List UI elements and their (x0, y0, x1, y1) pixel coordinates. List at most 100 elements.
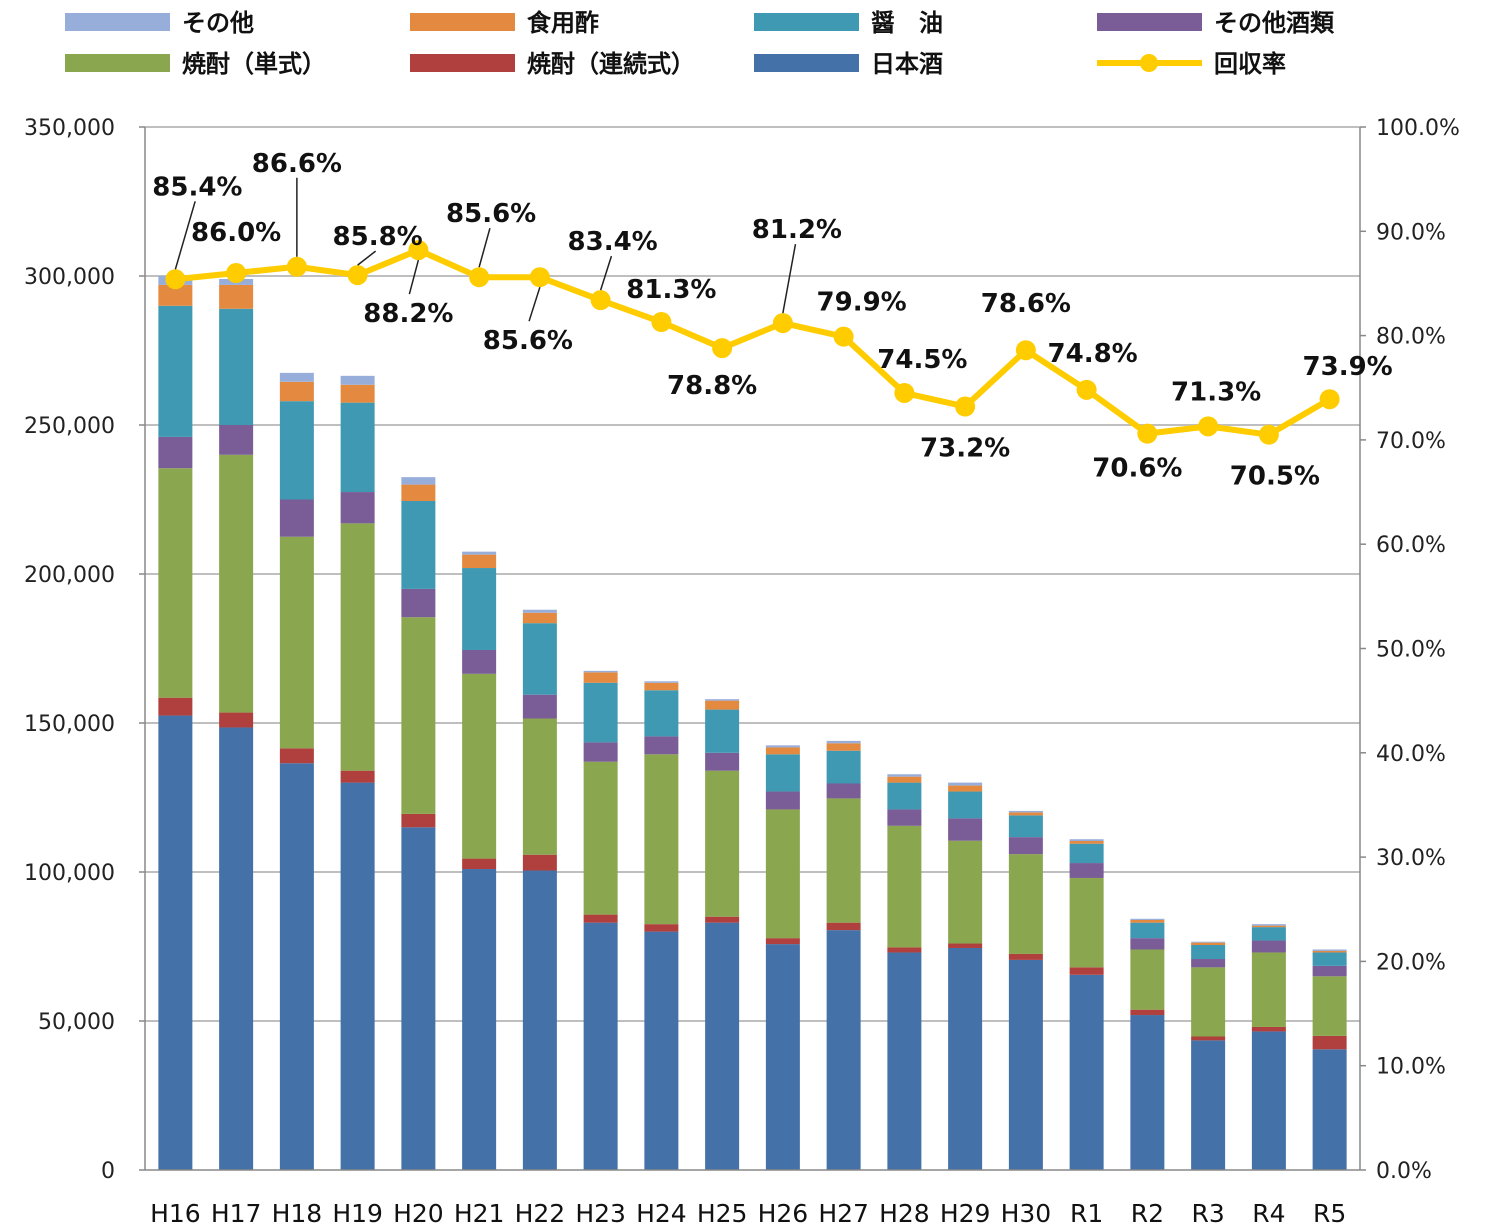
gridlines (145, 126, 1360, 1022)
bar-segment (765, 747, 800, 755)
bar-segment (1312, 976, 1347, 1036)
bar-segment (340, 384, 375, 403)
x-tick-label: H21 (454, 1199, 505, 1228)
rate-value-label: 85.6% (483, 326, 573, 356)
bar-segment (1130, 1009, 1165, 1016)
bar-segment (705, 916, 740, 923)
bar-segment (279, 401, 314, 500)
bar-segment (401, 477, 436, 485)
bar-segment (887, 774, 922, 777)
rate-value-label: 74.8% (1048, 339, 1138, 369)
rate-point (529, 267, 550, 288)
bar-segment (1069, 841, 1104, 844)
bar-segment (948, 943, 983, 948)
bar-segment (887, 952, 922, 1170)
rate-point (712, 338, 733, 359)
rate-value-label: 81.3% (626, 275, 716, 305)
rate-label-pointer (782, 243, 797, 314)
legend-swatch (754, 13, 859, 31)
bar-segment (1191, 959, 1226, 968)
rate-point (590, 290, 611, 311)
bar-segment (1130, 938, 1165, 950)
y-tick-label: 50,000 (38, 1010, 115, 1035)
rate-value-label: 71.3% (1171, 377, 1261, 407)
x-tick-label: R2 (1131, 1199, 1164, 1228)
bar-segment (1191, 942, 1226, 946)
bar-segment (522, 609, 557, 613)
bar-segment (765, 754, 800, 792)
x-tick-label: H29 (940, 1199, 991, 1228)
bar-segment (1130, 949, 1165, 1010)
y2-tick-label: 20.0% (1376, 950, 1446, 975)
rate-point (226, 263, 247, 284)
bar-segment (1008, 854, 1043, 954)
bar-segment (644, 754, 679, 925)
bar-segment (279, 536, 314, 749)
bar-segment (158, 305, 193, 437)
bar-segment (1069, 863, 1104, 878)
bar-segment (279, 372, 314, 382)
bar-segment (1191, 1036, 1226, 1041)
bar-segment (948, 947, 983, 1170)
rate-point (1258, 424, 1279, 445)
bar-segment (522, 694, 557, 719)
rate-label-pointer (599, 255, 613, 291)
bar-segment (279, 381, 314, 402)
bar-segment (1191, 945, 1226, 960)
bar-segment (826, 798, 861, 923)
rate-value-label: 88.2% (363, 299, 453, 329)
bar-segment (462, 649, 497, 674)
bar-segment (705, 700, 740, 710)
rate-point (286, 256, 307, 277)
recovery-rate-line (165, 240, 1340, 445)
rate-value-label: 85.8% (333, 222, 423, 252)
y-tick-label: 150,000 (24, 712, 115, 737)
x-tick-label: H16 (150, 1199, 201, 1228)
bar-segment (1312, 965, 1347, 977)
rate-point (408, 240, 429, 261)
bar-segment (462, 869, 497, 1170)
legend-swatch (410, 13, 515, 31)
rate-value-label: 83.4% (568, 227, 658, 257)
x-tick-label: H23 (575, 1199, 626, 1228)
rate-value-label: 70.5% (1230, 462, 1320, 492)
bar-segment (1008, 953, 1043, 960)
rate-point (165, 269, 186, 290)
bar-segment (948, 785, 983, 792)
bar-segment (644, 682, 679, 691)
legend-label: 食用酢 (527, 9, 599, 37)
legend-label: 日本酒 (871, 50, 943, 78)
bar-segment (705, 752, 740, 771)
x-tick-label: H18 (272, 1199, 323, 1228)
y-tick-label: 100,000 (24, 861, 115, 886)
bar-segment (705, 699, 740, 701)
bar-segment (948, 791, 983, 819)
bar-segment (765, 809, 800, 939)
y-tick-label: 200,000 (24, 563, 115, 588)
bar-segment (462, 673, 497, 859)
rate-value-label: 73.2% (920, 434, 1010, 464)
legend-swatch (410, 54, 515, 72)
x-tick-label: H22 (515, 1199, 566, 1228)
bar-segment (401, 813, 436, 828)
x-tick-label: H27 (818, 1199, 869, 1228)
bar-segment (644, 690, 679, 737)
bar-segment (340, 770, 375, 783)
bar-segment (1069, 877, 1104, 968)
bar-segment (219, 308, 254, 425)
bar-segment (1312, 950, 1347, 953)
rate-point (894, 382, 915, 403)
bar-segment (1191, 967, 1226, 1037)
legend-label: その他 (182, 9, 254, 37)
bar-segment (1312, 949, 1347, 951)
bar-segment (644, 681, 679, 683)
rate-label-pointer (528, 286, 541, 322)
rate-point (651, 312, 672, 333)
bar-segment (765, 938, 800, 945)
x-tick-label: H28 (879, 1199, 930, 1228)
bar-segment (583, 670, 618, 673)
rate-label-pointer (174, 201, 196, 270)
bar-segment (219, 454, 254, 713)
bar-segment (1130, 918, 1165, 920)
